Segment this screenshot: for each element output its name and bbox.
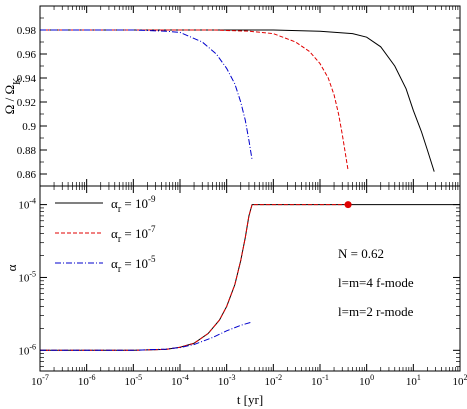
top-y-tick-label: 0.92 [17,97,36,109]
bottom-x-tick-label: 10-7 [31,373,49,388]
top-series-line-1 [40,29,435,172]
top-series-line-2 [40,29,349,171]
point-marker [344,201,352,209]
annotations: N = 0.62 l=m=4 f-mode l=m=2 r-mode [338,246,414,319]
bottom-panel: 10-7 10-6 10-5 10-4 10-3 10-2 10-1 100 101 102 10-… [4,185,467,407]
top-panel: 0.860.880.90.920.940.960.98 Ω / ΩK [2,5,461,187]
legend: αr = 10-9 αr = 10-7 αr = 10-5 [55,194,156,275]
top-y-tick-label: 0.98 [17,25,37,37]
bottom-panel-frame [39,185,461,372]
bottom-x-axis-label: t [yr] [237,392,263,407]
top-y-tick-label: 0.96 [17,49,37,61]
bottom-series [40,201,460,351]
annotation-3: l=m=2 r-mode [338,304,414,319]
top-series [40,29,435,172]
annotation-1: N = 0.62 [338,246,384,261]
top-panel-frame [39,5,461,187]
bottom-series-line-2 [40,204,349,351]
bottom-x-tick-label: 10-6 [78,373,96,388]
top-y-tick-label: 0.94 [17,73,37,85]
bottom-x-tick-label: 10-4 [171,373,189,388]
bottom-y-tick-label: 10-4 [18,197,36,212]
bottom-x-tick-label: 100 [359,373,374,388]
top-ticks: 0.86 0.88 0.9 0.92 0.94 0.96 0.98 [17,6,461,187]
bottom-x-tick-label: 10-2 [264,373,282,388]
bottom-x-tick-label: 102 [453,373,467,388]
bottom-y-tick-label: 10-5 [18,269,36,284]
annotation-2: l=m=4 f-mode [338,275,414,290]
bottom-series-line-3 [40,321,253,351]
top-y-tick-label: 0.9 [22,121,36,133]
legend-label-3: αr = 10-5 [111,254,156,275]
bottom-x-tick-label: 101 [406,373,421,388]
legend-label-1: αr = 10-9 [111,194,156,215]
bottom-x-tick-label: 10-5 [124,373,142,388]
bottom-y-axis-label: α [4,264,19,271]
top-y-tick-label: 0.88 [17,145,37,157]
bottom-x-tick-label: 10-3 [218,373,236,388]
top-y-tick-label: 0.86 [17,169,37,181]
legend-label-2: αr = 10-7 [111,224,156,245]
bottom-y-tick-label: 10-6 [18,342,36,357]
bottom-x-tick-label: 10-1 [311,373,329,388]
top-series-line-3 [40,29,253,160]
